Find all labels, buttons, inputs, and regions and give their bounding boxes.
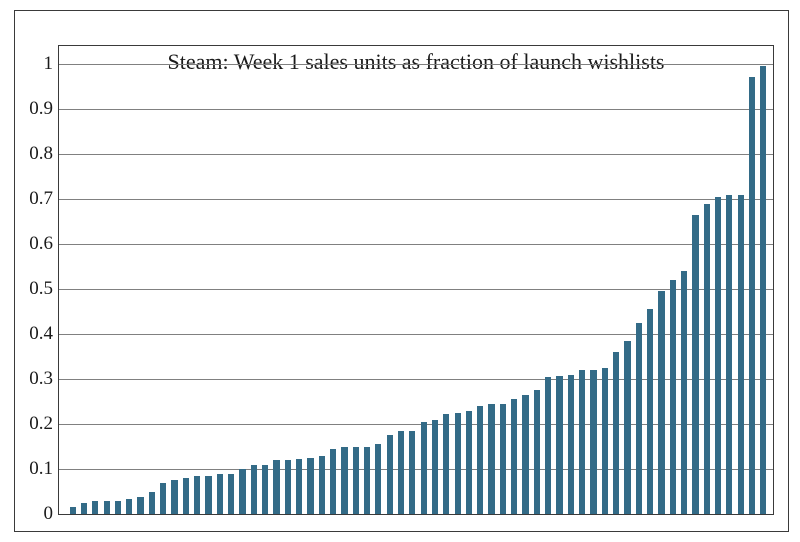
bar	[500, 404, 506, 514]
bar	[556, 376, 562, 514]
bar	[115, 501, 121, 515]
bar	[534, 390, 540, 514]
bar	[455, 413, 461, 514]
bar	[92, 501, 98, 514]
y-tick-label: 0.5	[29, 278, 59, 300]
y-tick-label: 1	[44, 53, 60, 75]
bar	[137, 497, 143, 514]
bar	[432, 420, 438, 515]
bar	[681, 271, 687, 514]
bar	[590, 370, 596, 514]
bar	[647, 309, 653, 514]
bar	[443, 414, 449, 514]
bar	[421, 422, 427, 514]
bar	[319, 456, 325, 515]
bar	[624, 341, 630, 514]
y-tick-label: 0	[44, 503, 60, 525]
bar	[364, 447, 370, 515]
bar	[126, 499, 132, 514]
bar	[658, 291, 664, 514]
bar	[409, 431, 415, 514]
bar	[262, 465, 268, 515]
bar	[715, 197, 721, 514]
bar	[149, 492, 155, 515]
plot-area: Steam: Week 1 sales units as fraction of…	[58, 45, 774, 515]
bar	[81, 503, 87, 514]
bar	[171, 480, 177, 514]
bar	[749, 77, 755, 514]
bar	[613, 352, 619, 514]
bar	[330, 449, 336, 514]
bar	[760, 66, 766, 514]
bar	[636, 323, 642, 514]
y-tick-label: 0.2	[29, 413, 59, 435]
bar	[602, 368, 608, 514]
bar	[205, 476, 211, 514]
bar	[488, 404, 494, 514]
bar	[341, 447, 347, 515]
y-tick-label: 0.6	[29, 233, 59, 255]
bar	[285, 460, 291, 514]
y-tick-label: 0.8	[29, 143, 59, 165]
bar	[228, 474, 234, 515]
bar	[738, 195, 744, 515]
bar	[296, 459, 302, 514]
y-tick-label: 0.7	[29, 188, 59, 210]
y-tick-label: 0.1	[29, 458, 59, 480]
bar	[670, 280, 676, 514]
bar	[511, 399, 517, 514]
bar	[398, 431, 404, 514]
bar	[217, 474, 223, 514]
bar	[568, 375, 574, 515]
y-tick-label: 0.3	[29, 368, 59, 390]
bar	[307, 458, 313, 514]
bar	[70, 507, 76, 514]
bar	[466, 411, 472, 515]
bar	[522, 395, 528, 514]
bar	[545, 377, 551, 514]
bar	[692, 215, 698, 514]
bar	[160, 483, 166, 515]
bar	[726, 195, 732, 515]
y-tick-label: 0.9	[29, 98, 59, 120]
bar	[353, 447, 359, 515]
bar	[104, 501, 110, 515]
bar	[183, 478, 189, 514]
bar	[375, 444, 381, 514]
bar	[251, 465, 257, 515]
bar	[387, 435, 393, 514]
bar	[239, 469, 245, 514]
bar	[704, 204, 710, 515]
bar	[273, 460, 279, 514]
bars-container	[59, 64, 773, 514]
bar	[194, 476, 200, 514]
y-tick-label: 0.4	[29, 323, 59, 345]
bar	[579, 370, 585, 514]
bar	[477, 406, 483, 514]
